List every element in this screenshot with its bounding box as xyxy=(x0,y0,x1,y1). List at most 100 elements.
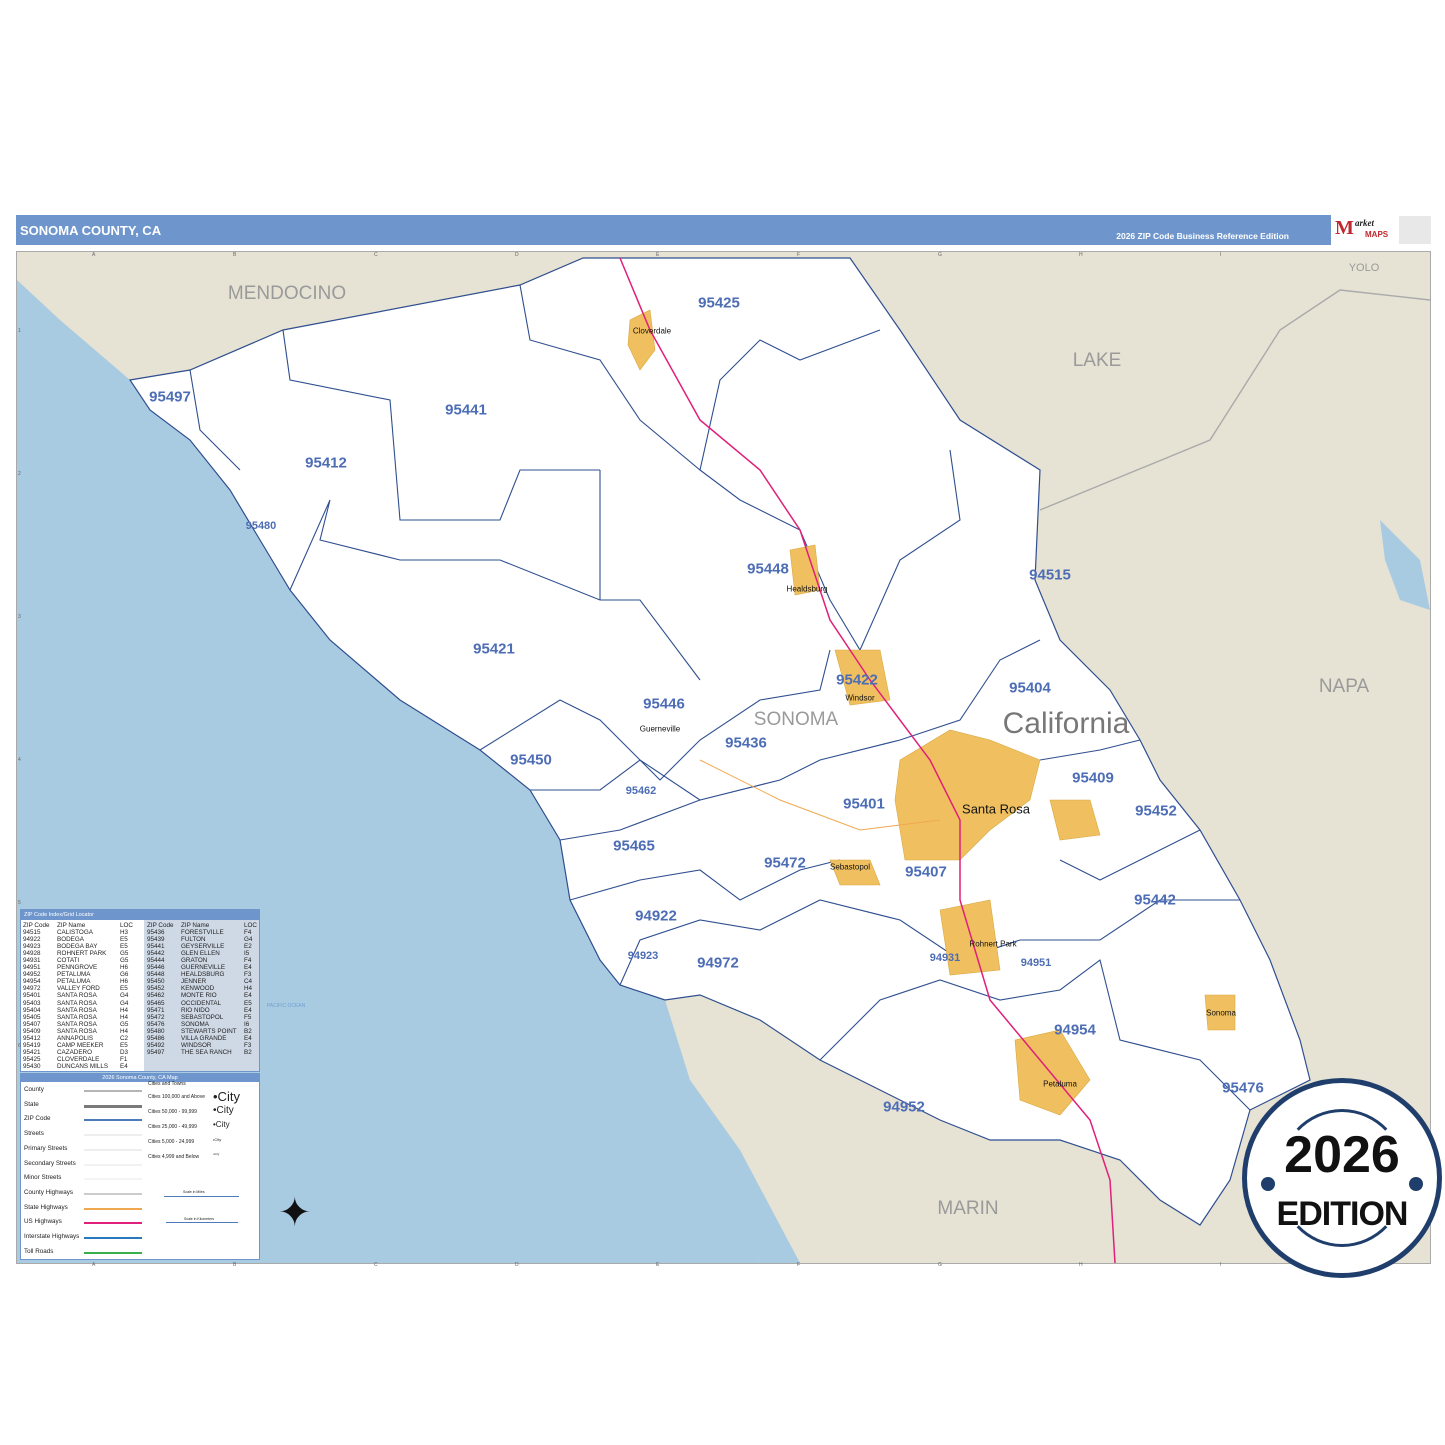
index-cell: CAMP MEEKER xyxy=(57,1041,104,1049)
legend-label: Secondary Streets xyxy=(24,1159,76,1167)
zip-label-95407: 95407 xyxy=(905,863,947,881)
index-cell: SANTA ROSA xyxy=(57,1027,97,1035)
index-cell: VALLEY FORD xyxy=(57,985,100,993)
index-cell: H3 xyxy=(120,929,129,936)
index-cell: VILLA GRANDE xyxy=(181,1034,227,1042)
index-cell: E5 xyxy=(120,936,128,944)
index-cell: COTATI xyxy=(57,957,80,965)
index-cell: 95436 xyxy=(147,929,165,936)
index-cell: C4 xyxy=(244,978,253,986)
index-header: ZIP Name xyxy=(57,922,86,929)
index-cell: ROHNERT PARK xyxy=(57,950,107,958)
index-cell: 94954 xyxy=(23,978,41,986)
city-label-santa-rosa: Santa Rosa xyxy=(962,801,1030,817)
map-subtitle: 2026 ZIP Code Business Reference Edition xyxy=(1116,231,1289,241)
index-header: LOC xyxy=(120,922,133,929)
grid-row-label: 2 xyxy=(18,471,21,477)
zip-label-95422: 95422 xyxy=(836,671,878,689)
legend-title: 2026 Sonoma County, CA Map xyxy=(21,1074,259,1082)
zip-label-95425: 95425 xyxy=(698,294,740,312)
grid-column-label: C xyxy=(374,252,378,258)
legend-city-sample: •City xyxy=(213,1120,230,1130)
index-cell: SONOMA xyxy=(181,1020,209,1028)
legend-line-swatch xyxy=(84,1134,142,1137)
index-cell: E4 xyxy=(244,1034,252,1042)
zip-label-95401: 95401 xyxy=(843,795,885,813)
county-label-napa: NAPA xyxy=(1318,676,1370,697)
index-cell: WINDSOR xyxy=(181,1041,212,1049)
map-legend: 2026 Sonoma County, CA Map County State ZI… xyxy=(20,1073,260,1260)
zip-label-95465: 95465 xyxy=(613,837,655,855)
legend-label: Streets xyxy=(24,1130,44,1138)
legend-city-class: Cities 25,000 - 49,999 xyxy=(148,1124,197,1130)
index-cell: E4 xyxy=(244,992,252,1000)
index-cell: MONTE RIO xyxy=(181,992,217,1000)
grid-row-label: 5 xyxy=(18,900,21,906)
zip-label-94931: 94931 xyxy=(929,952,961,964)
index-cell: 95446 xyxy=(147,964,165,972)
badge-ring xyxy=(1277,1109,1407,1247)
index-cell: 95480 xyxy=(147,1027,165,1035)
us-highway-101 xyxy=(619,257,1116,1263)
index-cell: 94951 xyxy=(23,964,41,972)
index-cell: THE SEA RANCH xyxy=(181,1048,232,1056)
legend-line-swatch xyxy=(84,1192,142,1195)
legend-city-sample: •City xyxy=(213,1104,234,1116)
badge-dot-left xyxy=(1261,1177,1275,1191)
legend-label: State xyxy=(24,1100,39,1108)
index-header: ZIP Code xyxy=(23,922,50,929)
index-header: ZIP Name xyxy=(181,922,210,929)
legend-city-class: Cities 5,000 - 24,999 xyxy=(148,1139,195,1145)
index-cell: PETALUMA xyxy=(57,978,91,986)
index-cell: FORESTVILLE xyxy=(181,929,224,936)
index-cell: H4 xyxy=(120,1013,129,1021)
legend-label: County Highways xyxy=(24,1188,73,1196)
index-cell: KENWOOD xyxy=(181,985,215,993)
index-cell: E5 xyxy=(120,985,128,993)
index-cell: F3 xyxy=(244,1041,252,1049)
city-label-sonoma: Sonoma xyxy=(1206,1008,1236,1018)
index-cell: E4 xyxy=(120,1062,128,1070)
index-cell: 95448 xyxy=(147,971,165,979)
zip-boundaries xyxy=(189,284,1251,1111)
index-cell: B2 xyxy=(244,1027,252,1035)
legend-label: ZIP Code xyxy=(24,1115,51,1123)
map-title-bar: SONOMA COUNTY, CA 2026 ZIP Code Business… xyxy=(16,215,1331,245)
scale-bar-km xyxy=(166,1222,238,1223)
badge-year: 2026 xyxy=(1284,1126,1400,1184)
legend-line-swatch xyxy=(84,1178,142,1181)
grid-column-label: H xyxy=(1079,252,1083,258)
index-cell: SANTA ROSA xyxy=(57,999,97,1007)
index-cell: H4 xyxy=(120,1006,129,1014)
county-label-marin: MARIN xyxy=(937,1198,999,1219)
index-cell: 95412 xyxy=(23,1034,41,1042)
zip-label-94922: 94922 xyxy=(635,907,677,925)
index-cell: 95403 xyxy=(23,999,41,1007)
index-cell: DUNCANS MILLS xyxy=(57,1062,109,1070)
map-title: SONOMA COUNTY, CA xyxy=(20,223,162,238)
index-cell: STEWARTS POINT xyxy=(181,1027,237,1035)
zip-label-94951: 94951 xyxy=(1020,957,1052,969)
index-cell: ANNAPOLIS xyxy=(57,1034,94,1042)
grid-row-label: 4 xyxy=(18,757,21,763)
index-cell: 94952 xyxy=(23,971,41,979)
index-cell: E4 xyxy=(244,1006,252,1014)
legend-label: County xyxy=(24,1086,44,1093)
city-label-rohnert-park: Rohnert Park xyxy=(969,939,1017,949)
index-cell: F4 xyxy=(244,929,252,936)
grid-column-label: D xyxy=(515,1262,519,1268)
legend-line-swatch xyxy=(84,1251,142,1254)
index-cell: 95492 xyxy=(147,1041,165,1049)
index-cell: I5 xyxy=(244,950,250,958)
index-cell: 95497 xyxy=(147,1048,165,1056)
legend-label: State Highways xyxy=(24,1203,68,1211)
legend-label: Toll Roads xyxy=(24,1247,54,1255)
zip-label-94952: 94952 xyxy=(883,1098,925,1116)
index-cell: F4 xyxy=(244,957,252,965)
index-cell: 95472 xyxy=(147,1013,165,1021)
grid-column-label: E xyxy=(656,1262,660,1268)
index-cell: G4 xyxy=(244,936,253,944)
index-cell: BODEGA BAY xyxy=(57,943,98,951)
index-cell: SANTA ROSA xyxy=(57,1020,97,1028)
index-cell: H4 xyxy=(120,1027,129,1035)
